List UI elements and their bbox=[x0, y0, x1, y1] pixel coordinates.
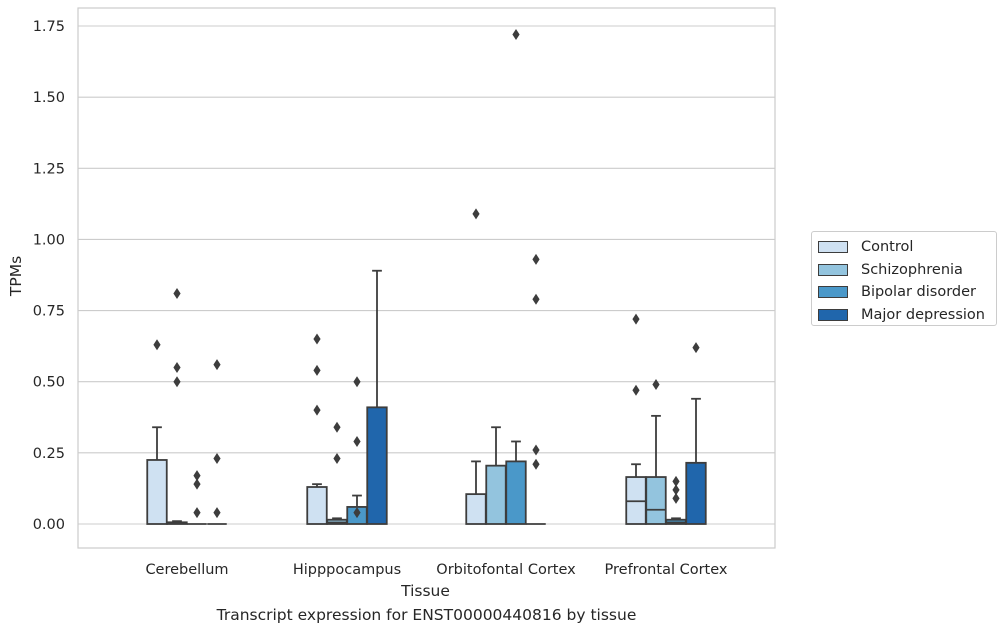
legend-label: Bipolar disorder bbox=[861, 284, 976, 301]
y-tick-label: 1.00 bbox=[33, 232, 65, 248]
box-group bbox=[665, 475, 687, 525]
legend-label: Major depression bbox=[861, 306, 985, 323]
outlier-point bbox=[173, 287, 181, 299]
outlier-point bbox=[672, 484, 680, 496]
legend: Control Schizophrenia Bipolar disorder M… bbox=[811, 231, 997, 326]
outlier-point bbox=[193, 478, 201, 490]
box bbox=[685, 461, 707, 525]
outlier-point bbox=[213, 359, 221, 371]
legend-item: Major depression bbox=[818, 304, 990, 327]
legend-swatch-schizophrenia bbox=[818, 263, 848, 276]
outlier-point bbox=[532, 293, 540, 305]
box-group bbox=[146, 339, 168, 525]
outlier-point bbox=[333, 421, 341, 433]
outlier-point bbox=[353, 376, 361, 388]
outlier-point bbox=[672, 475, 680, 487]
box bbox=[645, 476, 667, 525]
outlier-point bbox=[532, 458, 540, 470]
box-group bbox=[187, 470, 207, 525]
outlier-point bbox=[173, 361, 181, 373]
y-tick-labels: 0.00 0.25 0.50 0.75 1.00 1.25 1.50 1.75 bbox=[33, 19, 65, 533]
box bbox=[465, 493, 487, 525]
box-group bbox=[625, 313, 647, 525]
x-tick-label: Prefrontal Cortex bbox=[605, 562, 728, 578]
box-group bbox=[306, 333, 328, 525]
outlier-point bbox=[193, 507, 201, 519]
outlier-point bbox=[353, 507, 361, 519]
box-group bbox=[207, 359, 227, 525]
y-tick-label: 0.75 bbox=[33, 304, 65, 320]
outlier-point bbox=[213, 507, 221, 519]
outlier-point bbox=[532, 253, 540, 265]
outlier-point bbox=[313, 333, 321, 345]
plot-frame bbox=[77, 7, 776, 549]
x-axis-label: Tissue bbox=[400, 582, 450, 600]
outlier-point bbox=[353, 435, 361, 447]
y-tick-label: 1.25 bbox=[33, 161, 65, 177]
legend-swatch-major-depression bbox=[818, 308, 848, 321]
box-group bbox=[685, 342, 707, 525]
legend-label: Schizophrenia bbox=[861, 261, 963, 278]
legend-item: Schizophrenia bbox=[818, 259, 990, 282]
box-group bbox=[526, 253, 546, 525]
outlier-point bbox=[313, 364, 321, 376]
outlier-point bbox=[472, 208, 480, 220]
box-group bbox=[346, 376, 368, 525]
outlier-point bbox=[313, 404, 321, 416]
box bbox=[505, 460, 527, 525]
y-tick-label: 1.75 bbox=[33, 19, 65, 35]
chart-marks bbox=[146, 29, 707, 525]
outlier-point bbox=[632, 384, 640, 396]
outlier-point bbox=[193, 470, 201, 482]
outlier-point bbox=[153, 339, 161, 351]
y-tick-label: 1.50 bbox=[33, 90, 65, 106]
legend-item: Control bbox=[818, 236, 990, 259]
box-group bbox=[465, 208, 487, 525]
box-group bbox=[485, 426, 507, 525]
y-tick-label: 0.00 bbox=[33, 517, 65, 533]
outlier-point bbox=[532, 444, 540, 456]
outlier-point bbox=[333, 453, 341, 465]
grid-lines bbox=[78, 25, 775, 525]
y-tick-label: 0.25 bbox=[33, 446, 65, 462]
x-tick-label: Orbitofontal Cortex bbox=[436, 562, 576, 578]
x-tick-label: Hipppocampus bbox=[293, 562, 401, 578]
box bbox=[366, 406, 388, 525]
outlier-point bbox=[173, 376, 181, 388]
outlier-point bbox=[672, 492, 680, 504]
box-group bbox=[326, 421, 348, 525]
box bbox=[485, 464, 507, 525]
box-group bbox=[645, 379, 667, 525]
box bbox=[146, 459, 168, 525]
box bbox=[306, 486, 328, 525]
outlier-point bbox=[512, 29, 520, 41]
figure-caption: Transcript expression for ENST0000044081… bbox=[216, 606, 637, 624]
outlier-point bbox=[213, 453, 221, 465]
x-tick-labels: Cerebellum Hipppocampus Orbitofontal Corte… bbox=[145, 562, 727, 578]
x-tick-label: Cerebellum bbox=[145, 562, 228, 578]
box-group bbox=[366, 269, 388, 525]
y-tick-label: 0.50 bbox=[33, 375, 65, 391]
legend-label: Control bbox=[861, 239, 914, 256]
legend-swatch-control bbox=[818, 241, 848, 254]
outlier-point bbox=[692, 342, 700, 354]
outlier-point bbox=[632, 313, 640, 325]
outlier-point bbox=[652, 379, 660, 391]
box-group bbox=[166, 287, 188, 525]
legend-swatch-bipolar-disorder bbox=[818, 286, 848, 299]
box-group bbox=[505, 29, 527, 525]
y-axis-label: TPMs bbox=[7, 256, 25, 297]
legend-item: Bipolar disorder bbox=[818, 281, 990, 304]
